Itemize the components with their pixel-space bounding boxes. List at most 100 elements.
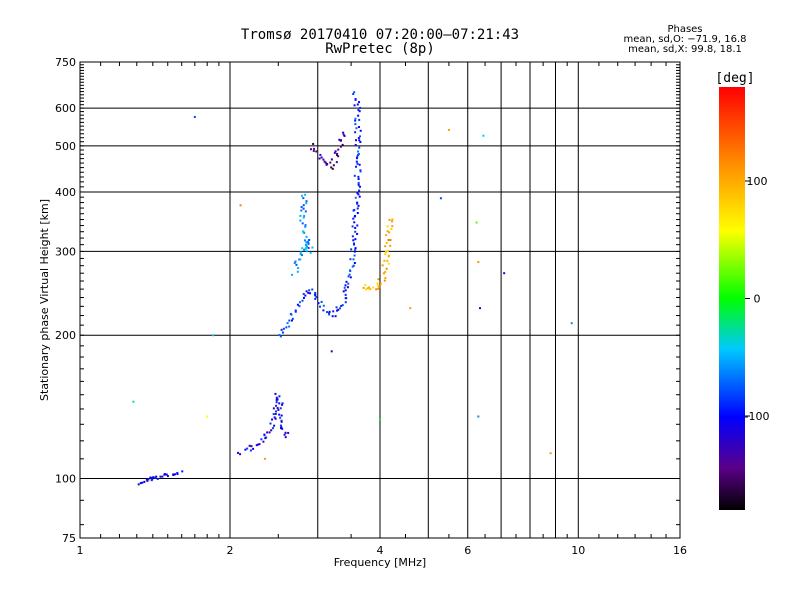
data-point xyxy=(358,110,361,113)
chart-title: Tromsø 20170410 07:20:00–07:21:43 xyxy=(240,27,520,43)
data-point xyxy=(246,447,249,450)
data-point xyxy=(390,227,393,230)
stats-heading: Phases xyxy=(667,24,703,35)
data-point xyxy=(342,131,345,134)
data-point xyxy=(312,149,315,152)
data-point xyxy=(281,331,284,334)
data-point xyxy=(212,334,215,337)
data-point xyxy=(163,473,166,476)
data-point xyxy=(343,286,346,289)
data-point xyxy=(264,437,267,440)
data-point xyxy=(339,145,342,148)
data-point xyxy=(409,307,412,310)
data-point xyxy=(132,400,135,403)
data-point xyxy=(384,245,387,248)
data-point xyxy=(165,473,168,476)
data-point xyxy=(383,279,386,282)
chart-subtitle: RwPretec (8p) xyxy=(325,41,435,57)
data-point xyxy=(384,251,387,254)
data-point xyxy=(143,480,146,483)
data-point xyxy=(329,161,332,164)
data-point xyxy=(354,143,357,146)
data-point xyxy=(304,193,307,196)
data-point xyxy=(380,282,383,285)
data-point xyxy=(322,304,325,307)
data-point xyxy=(349,258,352,261)
data-point xyxy=(288,325,291,328)
data-point xyxy=(358,139,361,142)
data-point xyxy=(275,404,278,407)
data-point xyxy=(347,282,350,285)
y-tick-label: 500 xyxy=(55,140,76,153)
data-point xyxy=(262,440,265,443)
data-point xyxy=(387,262,390,265)
data-point xyxy=(384,270,387,273)
data-point xyxy=(266,431,269,434)
data-point xyxy=(352,92,355,95)
data-point xyxy=(306,241,309,244)
colorbar-label: [deg] xyxy=(715,71,754,86)
data-point xyxy=(278,395,281,398)
data-point xyxy=(270,429,273,432)
data-point xyxy=(354,238,357,241)
data-point xyxy=(176,471,179,474)
data-point xyxy=(379,418,381,421)
data-point xyxy=(549,452,552,455)
data-point xyxy=(302,231,305,234)
data-point xyxy=(330,166,333,169)
data-point xyxy=(324,161,327,164)
data-point xyxy=(355,127,358,130)
data-point xyxy=(305,246,308,249)
data-point xyxy=(281,403,284,406)
data-point xyxy=(174,473,177,476)
data-point xyxy=(285,326,288,329)
data-point xyxy=(152,476,155,479)
data-point xyxy=(206,415,209,418)
data-point xyxy=(345,280,348,283)
data-point xyxy=(332,164,335,167)
data-point xyxy=(314,291,317,294)
data-point xyxy=(279,424,282,427)
data-point xyxy=(307,242,310,245)
data-point xyxy=(353,104,356,107)
data-point xyxy=(343,134,346,137)
data-point xyxy=(388,231,391,234)
data-point xyxy=(311,288,314,291)
data-point xyxy=(342,133,345,136)
x-tick-label: 10 xyxy=(571,544,585,557)
data-point xyxy=(319,305,322,308)
data-point xyxy=(322,158,325,161)
data-point xyxy=(354,230,357,233)
data-point xyxy=(334,150,337,153)
data-point xyxy=(439,197,442,200)
data-point xyxy=(314,293,317,296)
data-point xyxy=(320,156,323,159)
data-point xyxy=(570,322,573,325)
data-point xyxy=(299,252,302,255)
data-point xyxy=(326,311,329,314)
data-point xyxy=(353,221,356,224)
data-point xyxy=(139,482,142,485)
data-point xyxy=(154,476,157,479)
data-point xyxy=(344,284,347,287)
data-point xyxy=(290,319,293,322)
data-point xyxy=(335,161,338,164)
data-point xyxy=(357,153,360,156)
data-point xyxy=(304,247,307,250)
data-point xyxy=(479,307,482,310)
data-point xyxy=(141,481,144,484)
data-point xyxy=(159,475,162,478)
data-point xyxy=(319,153,322,156)
data-point xyxy=(334,315,337,318)
data-point xyxy=(146,479,149,482)
data-point xyxy=(384,253,387,256)
data-point xyxy=(273,416,276,419)
data-point xyxy=(357,136,360,139)
data-point xyxy=(273,424,276,427)
data-point xyxy=(336,309,339,312)
data-point xyxy=(304,294,307,297)
data-point xyxy=(356,202,359,205)
data-point xyxy=(307,246,310,249)
data-point xyxy=(172,473,175,476)
data-point xyxy=(315,150,318,153)
